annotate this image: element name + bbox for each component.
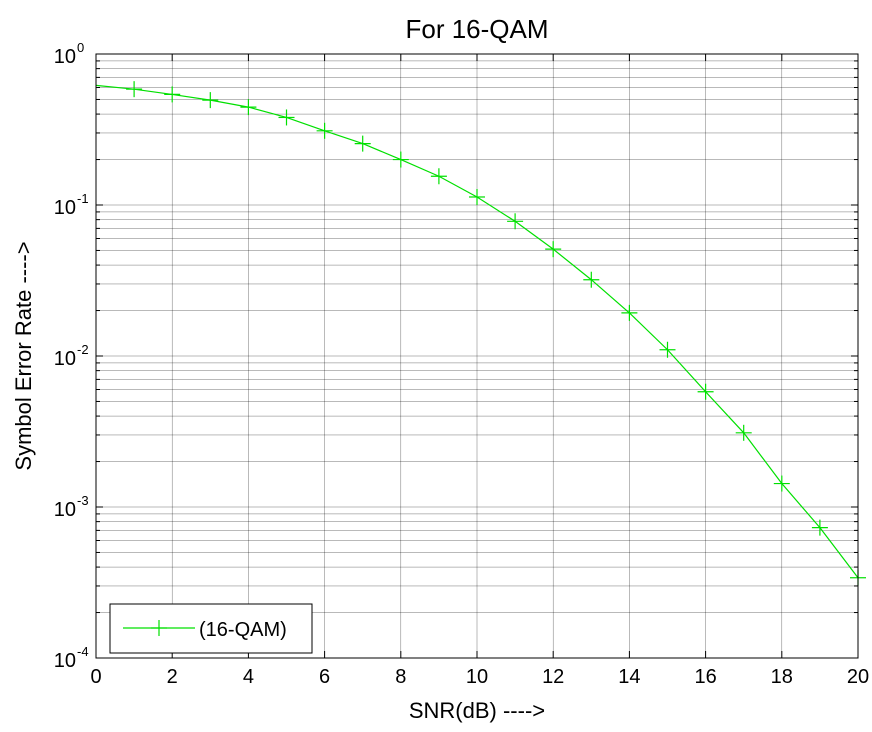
x-tick-label: 4 <box>243 666 254 688</box>
x-tick-label: 14 <box>618 666 640 688</box>
x-tick-label: 8 <box>395 666 406 688</box>
data-point-marker <box>430 168 447 185</box>
data-point-marker <box>697 383 714 400</box>
y-tick-label-base: 10 <box>54 46 76 68</box>
y-tick-label-base: 10 <box>54 348 76 370</box>
legend-label: (16-QAM) <box>199 619 287 641</box>
data-point-marker <box>773 475 790 492</box>
plot-frame <box>95 53 859 659</box>
data-point-marker <box>392 151 409 168</box>
x-tick-label: 2 <box>167 666 178 688</box>
y-axis-label: Symbol Error Rate ----> <box>11 241 36 470</box>
x-tick-label: 12 <box>542 666 564 688</box>
data-point-marker <box>583 271 600 288</box>
x-tick-label: 6 <box>319 666 330 688</box>
x-axis-label: SNR(dB) ----> <box>409 698 545 723</box>
y-tick-label-exponent: 0 <box>77 40 84 55</box>
data-point-marker <box>126 81 143 98</box>
y-tick-label-base: 10 <box>54 499 76 521</box>
data-point-marker <box>811 519 828 536</box>
y-tick-label-exponent: -1 <box>77 191 89 206</box>
data-point-marker <box>278 109 295 126</box>
data-point-marker <box>621 304 638 321</box>
x-tick-label: 16 <box>694 666 716 688</box>
data-point-marker <box>469 188 485 205</box>
y-tick-label-base: 10 <box>54 197 76 219</box>
legend-marker <box>151 620 167 636</box>
data-point-marker <box>164 86 181 103</box>
data-point-marker <box>316 122 333 139</box>
x-tick-label: 10 <box>466 666 488 688</box>
y-tick-label-base: 10 <box>54 650 76 672</box>
data-point-marker <box>735 424 752 441</box>
chart-title: For 16-QAM <box>405 14 548 44</box>
data-point-marker <box>507 213 524 230</box>
data-point-marker <box>202 92 219 109</box>
series-layer <box>95 81 866 586</box>
data-point-marker <box>240 99 257 116</box>
legend: (16-QAM) <box>109 603 313 654</box>
y-tick-label-exponent: -2 <box>77 342 89 357</box>
x-tick-label: 18 <box>771 666 793 688</box>
data-point-marker <box>659 341 676 358</box>
y-tick-label-exponent: -4 <box>77 644 89 659</box>
data-point-marker <box>545 241 562 258</box>
y-tick-label-exponent: -3 <box>77 493 89 508</box>
x-tick-label: 0 <box>90 666 101 688</box>
x-tick-label: 20 <box>847 666 869 688</box>
grid <box>95 53 859 659</box>
data-point-marker <box>354 135 371 152</box>
